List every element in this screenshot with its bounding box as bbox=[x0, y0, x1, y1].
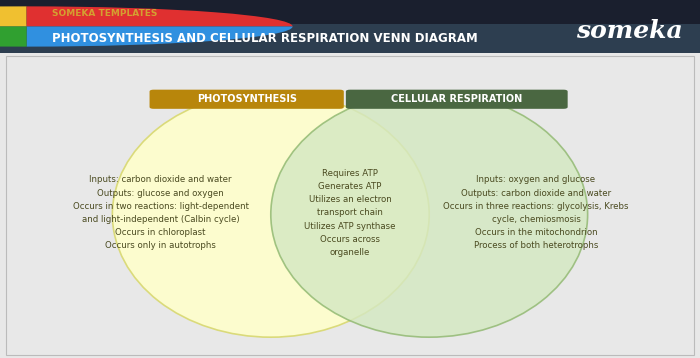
Text: someka: someka bbox=[575, 19, 682, 43]
Text: SOMEKA TEMPLATES: SOMEKA TEMPLATES bbox=[52, 9, 158, 18]
Wedge shape bbox=[27, 6, 293, 26]
FancyBboxPatch shape bbox=[346, 90, 568, 109]
Wedge shape bbox=[27, 26, 293, 47]
Text: CELLULAR RESPIRATION: CELLULAR RESPIRATION bbox=[391, 94, 522, 104]
Ellipse shape bbox=[113, 92, 429, 337]
Wedge shape bbox=[0, 26, 27, 47]
Bar bbox=[6, 56, 694, 355]
Text: Requires ATP
Generates ATP
Utilizes an electron
transport chain
Utilizes ATP syn: Requires ATP Generates ATP Utilizes an e… bbox=[304, 169, 395, 257]
Text: Inputs: oxygen and glucose
Outputs: carbon dioxide and water
Occurs in three rea: Inputs: oxygen and glucose Outputs: carb… bbox=[443, 175, 629, 251]
Ellipse shape bbox=[271, 92, 587, 337]
Bar bbox=[0, 24, 700, 53]
Text: PHOTOSYNTHESIS AND CELLULAR RESPIRATION VENN DIAGRAM: PHOTOSYNTHESIS AND CELLULAR RESPIRATION … bbox=[52, 32, 478, 45]
Text: Inputs: carbon dioxide and water
Outputs: glucose and oxygen
Occurs in two react: Inputs: carbon dioxide and water Outputs… bbox=[73, 175, 248, 251]
Wedge shape bbox=[0, 6, 27, 26]
FancyBboxPatch shape bbox=[150, 90, 344, 109]
Text: PHOTOSYNTHESIS: PHOTOSYNTHESIS bbox=[197, 94, 297, 104]
Bar bbox=[0, 0, 700, 24]
